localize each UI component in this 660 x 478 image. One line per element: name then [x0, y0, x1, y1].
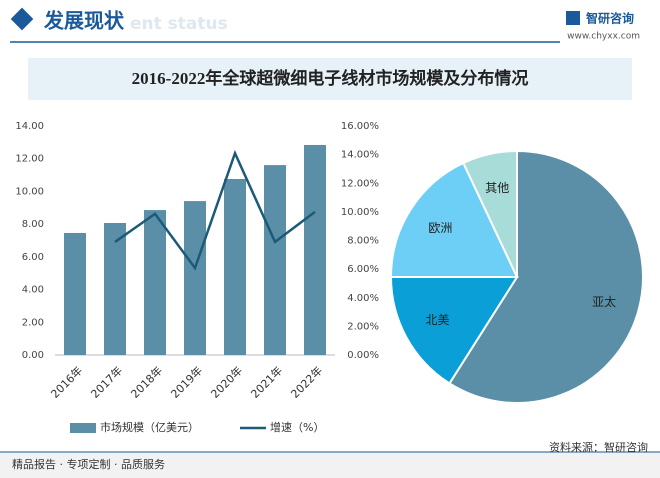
y2-tick-label: 12.00%: [341, 178, 379, 189]
y-tick-label: 4.00: [22, 285, 44, 296]
y2-tick-label: 0.00%: [347, 350, 379, 361]
y2-tick-label: 4.00%: [347, 293, 379, 304]
pie-slice: [448, 149, 644, 404]
bar: [304, 144, 326, 355]
footer-slogan: 精品报告 · 专项定制 · 品质服务: [12, 457, 165, 471]
y-tick-label: 0.00: [22, 350, 44, 361]
y-tick-label: 2.00: [22, 317, 44, 328]
x-tick-label: 2018年: [128, 363, 165, 400]
x-tick-label: 2019年: [168, 363, 205, 400]
pie-slice: [389, 161, 519, 278]
header-subtitle: ent status: [130, 14, 228, 34]
x-tick-label: 2021年: [248, 363, 285, 400]
y2-tick-label: 16.00%: [341, 121, 379, 132]
y-tick-label: 8.00: [22, 219, 44, 230]
legend-swatch: [70, 423, 96, 433]
y-tick-label: 10.00: [15, 186, 44, 197]
footer-source: 资料来源：智研咨询: [549, 440, 648, 454]
x-tick-label: 2016年: [48, 363, 85, 400]
y-tick-label: 12.00: [15, 154, 44, 165]
pie-label: 北美: [425, 313, 449, 327]
pie-slice: [462, 149, 518, 278]
pie-slice: [389, 276, 519, 385]
chart-title: 2016-2022年全球超微细电子线材市场规模及分布情况: [132, 68, 529, 88]
bar: [104, 222, 126, 355]
y2-tick-label: 6.00%: [347, 264, 379, 275]
x-tick-label: 2022年: [288, 363, 325, 400]
y2-tick-label: 2.00%: [347, 321, 379, 332]
footer-band: [0, 452, 660, 478]
x-tick-label: 2020年: [208, 363, 245, 400]
pie-label: 其他: [485, 181, 509, 195]
legend-label: 增速（%）: [270, 420, 324, 434]
brand-name: 智研咨询: [585, 11, 634, 26]
bar: [144, 210, 166, 355]
bar: [64, 232, 86, 355]
header-icon: [10, 7, 34, 31]
brand-url: www.chyxx.com: [567, 32, 640, 42]
y-tick-label: 6.00: [22, 252, 44, 263]
legend-label: 市场规模（亿美元）: [100, 420, 199, 434]
y-tick-label: 14.00: [15, 121, 44, 132]
y2-tick-label: 8.00%: [347, 236, 379, 247]
x-tick-label: 2017年: [88, 363, 125, 400]
bar: [264, 165, 286, 355]
line: [114, 149, 316, 271]
y2-tick-label: 10.00%: [341, 207, 379, 218]
title-band: [28, 58, 632, 100]
pie-label: 欧洲: [428, 221, 452, 235]
header-title: 发展现状: [43, 9, 125, 33]
y2-tick-label: 14.00%: [341, 150, 379, 161]
bar: [224, 178, 246, 355]
bar: [184, 201, 206, 355]
brand-logo: [566, 11, 580, 25]
pie-label: 亚太: [592, 294, 616, 309]
